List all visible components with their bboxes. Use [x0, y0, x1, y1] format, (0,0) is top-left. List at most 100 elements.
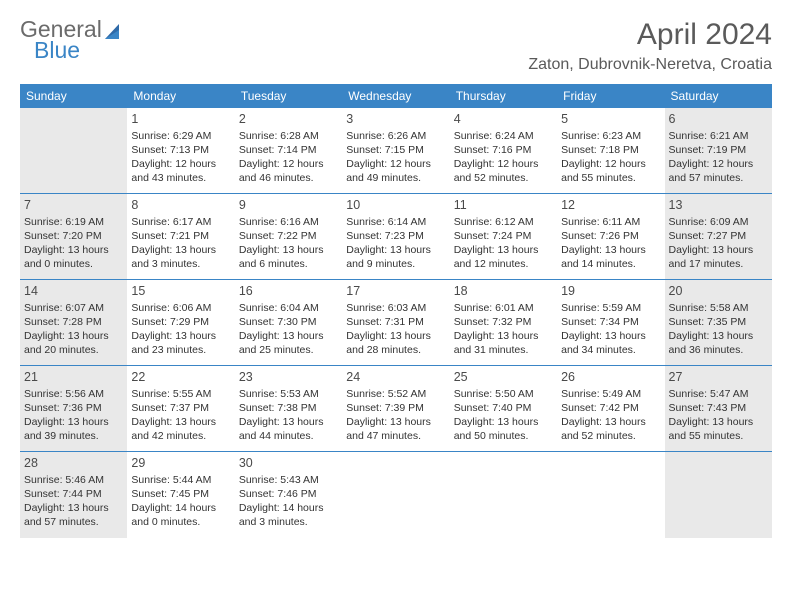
calendar-day-cell: 16Sunrise: 6:04 AMSunset: 7:30 PMDayligh…: [235, 280, 342, 365]
daylight-line: Daylight: 12 hours and 55 minutes.: [561, 157, 660, 185]
sunrise-line: Sunrise: 5:53 AM: [239, 387, 338, 401]
calendar-day-cell: 13Sunrise: 6:09 AMSunset: 7:27 PMDayligh…: [665, 194, 772, 279]
weekday-header: Sunday: [20, 84, 127, 108]
calendar-week-row: 1Sunrise: 6:29 AMSunset: 7:13 PMDaylight…: [20, 108, 772, 194]
sunset-line: Sunset: 7:35 PM: [669, 315, 768, 329]
sunset-line: Sunset: 7:19 PM: [669, 143, 768, 157]
daylight-line: Daylight: 13 hours and 42 minutes.: [131, 415, 230, 443]
calendar-day-cell: 14Sunrise: 6:07 AMSunset: 7:28 PMDayligh…: [20, 280, 127, 365]
sunrise-line: Sunrise: 6:11 AM: [561, 215, 660, 229]
calendar-day-cell: 28Sunrise: 5:46 AMSunset: 7:44 PMDayligh…: [20, 452, 127, 538]
day-number: 15: [131, 283, 230, 300]
day-number: 22: [131, 369, 230, 386]
calendar-day-cell: 3Sunrise: 6:26 AMSunset: 7:15 PMDaylight…: [342, 108, 449, 193]
sunset-line: Sunset: 7:22 PM: [239, 229, 338, 243]
sunset-line: Sunset: 7:45 PM: [131, 487, 230, 501]
calendar-day-cell: 5Sunrise: 6:23 AMSunset: 7:18 PMDaylight…: [557, 108, 664, 193]
daylight-line: Daylight: 13 hours and 12 minutes.: [454, 243, 553, 271]
calendar: SundayMondayTuesdayWednesdayThursdayFrid…: [20, 84, 772, 538]
sunrise-line: Sunrise: 5:59 AM: [561, 301, 660, 315]
day-number: 29: [131, 455, 230, 472]
brand-logo: General Blue: [20, 18, 126, 62]
daylight-line: Daylight: 13 hours and 28 minutes.: [346, 329, 445, 357]
brand-text: General Blue: [20, 18, 102, 62]
sunset-line: Sunset: 7:30 PM: [239, 315, 338, 329]
sunrise-line: Sunrise: 6:28 AM: [239, 129, 338, 143]
daylight-line: Daylight: 13 hours and 23 minutes.: [131, 329, 230, 357]
page-container: General Blue April 2024 Zaton, Dubrovnik…: [0, 0, 792, 548]
daylight-line: Daylight: 12 hours and 43 minutes.: [131, 157, 230, 185]
day-number: 12: [561, 197, 660, 214]
calendar-body: 1Sunrise: 6:29 AMSunset: 7:13 PMDaylight…: [20, 108, 772, 538]
daylight-line: Daylight: 14 hours and 0 minutes.: [131, 501, 230, 529]
sunset-line: Sunset: 7:40 PM: [454, 401, 553, 415]
sunset-line: Sunset: 7:38 PM: [239, 401, 338, 415]
daylight-line: Daylight: 12 hours and 52 minutes.: [454, 157, 553, 185]
weekday-header: Friday: [557, 84, 664, 108]
daylight-line: Daylight: 12 hours and 57 minutes.: [669, 157, 768, 185]
daylight-line: Daylight: 13 hours and 52 minutes.: [561, 415, 660, 443]
weekday-header: Wednesday: [342, 84, 449, 108]
sunrise-line: Sunrise: 6:24 AM: [454, 129, 553, 143]
day-number: 7: [24, 197, 123, 214]
sunset-line: Sunset: 7:39 PM: [346, 401, 445, 415]
sunrise-line: Sunrise: 5:52 AM: [346, 387, 445, 401]
sunset-line: Sunset: 7:15 PM: [346, 143, 445, 157]
daylight-line: Daylight: 12 hours and 49 minutes.: [346, 157, 445, 185]
day-number: 28: [24, 455, 123, 472]
calendar-day-cell: [450, 452, 557, 538]
calendar-day-cell: 22Sunrise: 5:55 AMSunset: 7:37 PMDayligh…: [127, 366, 234, 451]
sunset-line: Sunset: 7:28 PM: [24, 315, 123, 329]
sunrise-line: Sunrise: 6:01 AM: [454, 301, 553, 315]
daylight-line: Daylight: 14 hours and 3 minutes.: [239, 501, 338, 529]
day-number: 19: [561, 283, 660, 300]
sunset-line: Sunset: 7:26 PM: [561, 229, 660, 243]
day-number: 13: [669, 197, 768, 214]
sunrise-line: Sunrise: 6:21 AM: [669, 129, 768, 143]
sail-icon: [104, 22, 126, 42]
sunrise-line: Sunrise: 6:19 AM: [24, 215, 123, 229]
sunset-line: Sunset: 7:24 PM: [454, 229, 553, 243]
calendar-week-row: 7Sunrise: 6:19 AMSunset: 7:20 PMDaylight…: [20, 194, 772, 280]
calendar-day-cell: 9Sunrise: 6:16 AMSunset: 7:22 PMDaylight…: [235, 194, 342, 279]
calendar-day-cell: 6Sunrise: 6:21 AMSunset: 7:19 PMDaylight…: [665, 108, 772, 193]
day-number: 26: [561, 369, 660, 386]
day-number: 23: [239, 369, 338, 386]
sunset-line: Sunset: 7:27 PM: [669, 229, 768, 243]
calendar-day-cell: 4Sunrise: 6:24 AMSunset: 7:16 PMDaylight…: [450, 108, 557, 193]
sunset-line: Sunset: 7:31 PM: [346, 315, 445, 329]
sunrise-line: Sunrise: 5:46 AM: [24, 473, 123, 487]
calendar-day-cell: 27Sunrise: 5:47 AMSunset: 7:43 PMDayligh…: [665, 366, 772, 451]
sunset-line: Sunset: 7:18 PM: [561, 143, 660, 157]
day-number: 24: [346, 369, 445, 386]
day-number: 30: [239, 455, 338, 472]
sunrise-line: Sunrise: 6:04 AM: [239, 301, 338, 315]
day-number: 6: [669, 111, 768, 128]
sunrise-line: Sunrise: 5:43 AM: [239, 473, 338, 487]
sunrise-line: Sunrise: 6:12 AM: [454, 215, 553, 229]
day-number: 4: [454, 111, 553, 128]
calendar-day-cell: [665, 452, 772, 538]
day-number: 3: [346, 111, 445, 128]
day-number: 27: [669, 369, 768, 386]
daylight-line: Daylight: 13 hours and 17 minutes.: [669, 243, 768, 271]
sunset-line: Sunset: 7:23 PM: [346, 229, 445, 243]
daylight-line: Daylight: 13 hours and 9 minutes.: [346, 243, 445, 271]
daylight-line: Daylight: 13 hours and 20 minutes.: [24, 329, 123, 357]
calendar-day-cell: 7Sunrise: 6:19 AMSunset: 7:20 PMDaylight…: [20, 194, 127, 279]
day-number: 18: [454, 283, 553, 300]
brand-word-2: Blue: [34, 39, 102, 62]
sunset-line: Sunset: 7:32 PM: [454, 315, 553, 329]
day-number: 17: [346, 283, 445, 300]
sunrise-line: Sunrise: 6:17 AM: [131, 215, 230, 229]
daylight-line: Daylight: 12 hours and 46 minutes.: [239, 157, 338, 185]
sunrise-line: Sunrise: 6:16 AM: [239, 215, 338, 229]
daylight-line: Daylight: 13 hours and 31 minutes.: [454, 329, 553, 357]
weekday-header: Thursday: [450, 84, 557, 108]
calendar-day-cell: 26Sunrise: 5:49 AMSunset: 7:42 PMDayligh…: [557, 366, 664, 451]
calendar-week-row: 21Sunrise: 5:56 AMSunset: 7:36 PMDayligh…: [20, 366, 772, 452]
sunrise-line: Sunrise: 6:14 AM: [346, 215, 445, 229]
day-number: 16: [239, 283, 338, 300]
sunrise-line: Sunrise: 5:50 AM: [454, 387, 553, 401]
calendar-day-cell: [20, 108, 127, 193]
